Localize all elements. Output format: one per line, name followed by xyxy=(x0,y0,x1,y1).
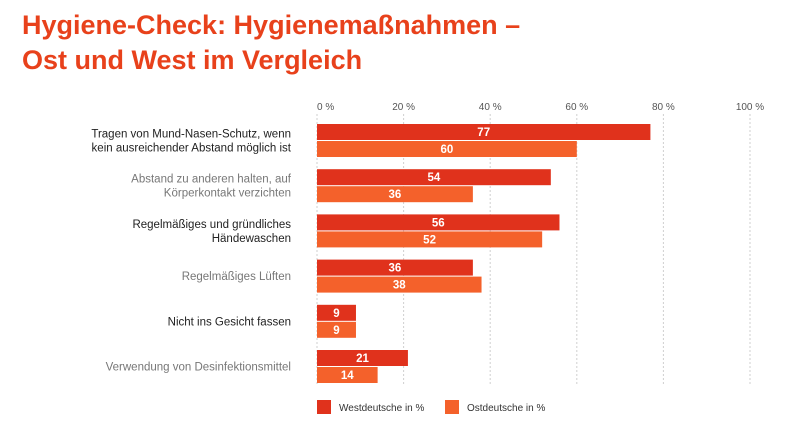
category-label: Abstand zu anderen halten, auf xyxy=(131,174,292,186)
category-label: Tragen von Mund-Nasen-Schutz, wenn xyxy=(91,129,291,141)
category-label: Regelmäßiges und gründliches xyxy=(132,219,291,231)
data-label: 56 xyxy=(432,217,445,229)
x-tick-label: 80 % xyxy=(652,102,675,113)
category-label: Händewaschen xyxy=(212,233,291,245)
chart-title-line-1: Hygiene-Check: Hygienemaßnahmen – xyxy=(22,10,521,40)
data-label: 38 xyxy=(393,280,406,292)
x-tick-label: 100 % xyxy=(736,102,764,113)
bar-ost xyxy=(317,321,356,338)
category-labels: Tragen von Mund-Nasen-Schutz, wenn kein a… xyxy=(91,129,291,374)
x-tick-label: 40 % xyxy=(479,102,502,113)
data-label: 36 xyxy=(389,263,402,275)
legend-label: Westdeutsche in % xyxy=(339,403,425,414)
x-tick-label: 60 % xyxy=(565,102,588,113)
data-label: 21 xyxy=(356,353,369,365)
chart-title: Hygiene-Check: Hygienemaßnahmen – Ost un… xyxy=(22,8,782,78)
data-label: 54 xyxy=(428,172,441,184)
category-label: Körperkontakt verzichten xyxy=(164,188,291,200)
bar-west xyxy=(317,350,408,366)
data-label: 14 xyxy=(341,370,354,382)
data-label: 52 xyxy=(423,234,436,246)
category-label: Nicht ins Gesicht fassen xyxy=(168,316,291,328)
category-label: Regelmäßiges Lüften xyxy=(182,271,291,283)
bar-west xyxy=(317,124,651,140)
legend-swatch xyxy=(317,400,331,414)
bar-ost xyxy=(317,367,378,383)
data-label: 60 xyxy=(441,144,454,156)
legend-label: Ostdeutsche in % xyxy=(467,403,545,414)
x-tick-label: 0 % xyxy=(317,102,334,113)
data-label: 36 xyxy=(389,189,402,201)
legend: Westdeutsche in % Ostdeutsche in % xyxy=(317,400,545,414)
bar-ost xyxy=(317,231,543,248)
legend-swatch xyxy=(445,400,459,414)
bar-west xyxy=(317,214,560,231)
data-label: 77 xyxy=(477,127,490,139)
bar-west xyxy=(317,169,551,186)
bar-ost xyxy=(317,141,577,157)
category-label: kein ausreichender Abstand möglich ist xyxy=(92,143,292,155)
category-label: Verwendung von Desinfektionsmittel xyxy=(106,362,291,374)
data-label: 9 xyxy=(333,325,339,337)
bar-ost xyxy=(317,276,482,293)
data-label: 9 xyxy=(333,308,339,320)
x-axis-ticks: 0 % 20 % 40 % 60 % 80 % 100 % xyxy=(317,102,764,113)
x-tick-label: 20 % xyxy=(392,102,415,113)
bar-west xyxy=(317,304,356,321)
grid-lines xyxy=(316,114,751,386)
bar-ost xyxy=(317,186,473,203)
bar-west xyxy=(317,259,473,276)
chart-title-line-2: Ost und West im Vergleich xyxy=(22,45,363,75)
